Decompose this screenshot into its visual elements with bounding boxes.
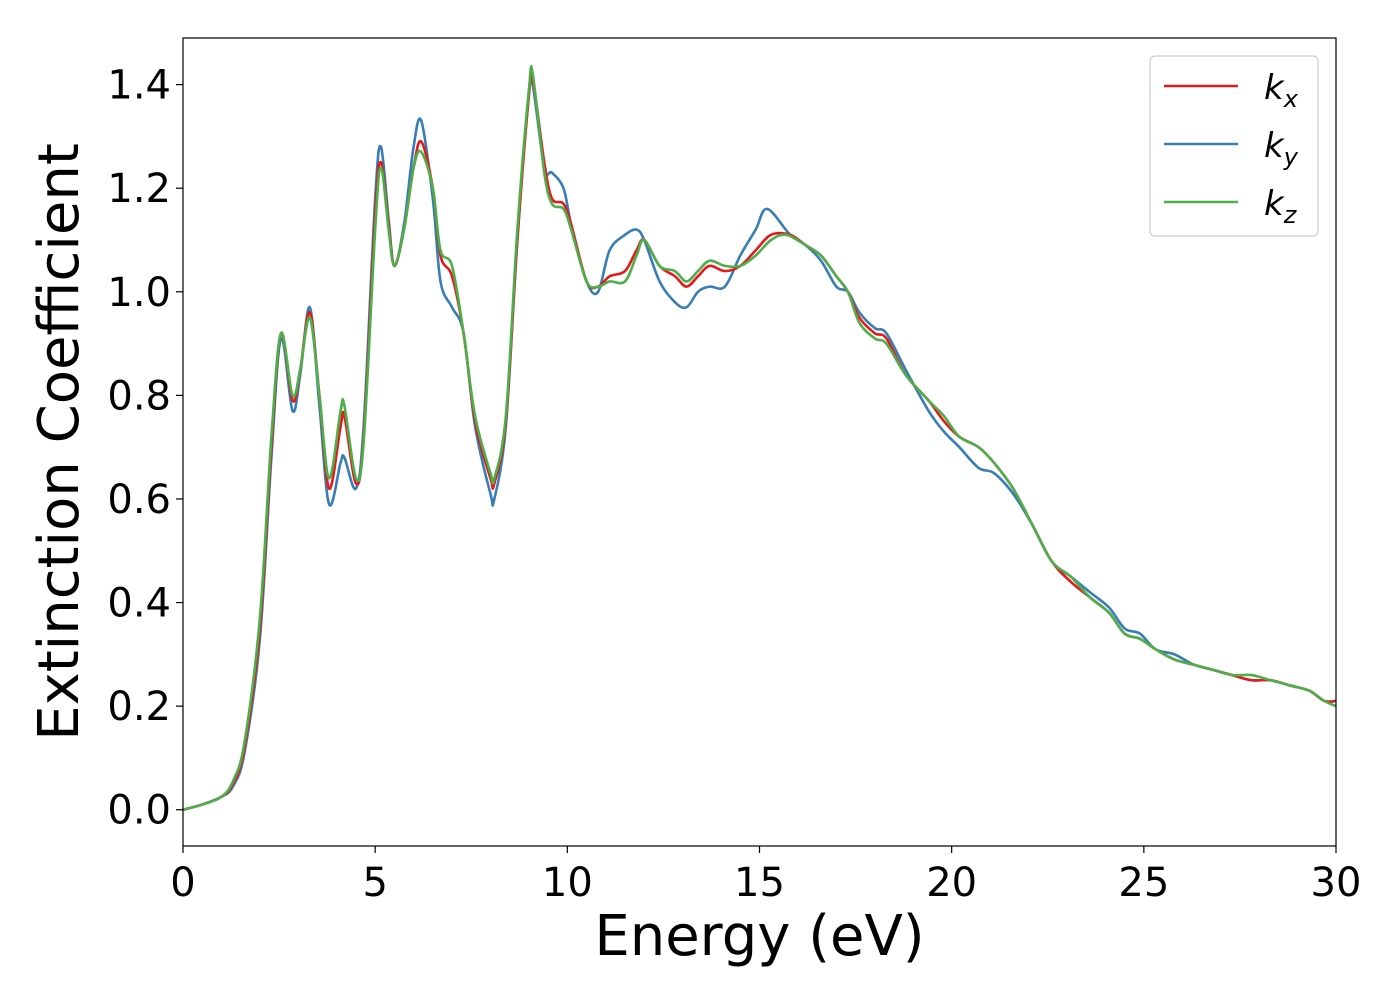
- x-tick-label: 20: [926, 860, 977, 906]
- legend-label-main: k: [1264, 68, 1285, 108]
- series-line-k-x: [183, 71, 1336, 811]
- y-tick-label: 0.4: [107, 581, 171, 627]
- y-tick-label: 1.4: [107, 63, 171, 109]
- series-line-k-z: [183, 64, 1336, 811]
- legend-label-subscript: z: [1283, 201, 1298, 229]
- y-axis-label: Extinction Coefficient: [27, 143, 92, 741]
- legend-box: [1149, 55, 1319, 237]
- y-tick-label: 0.8: [107, 373, 171, 419]
- legend-label-k-y: ky: [1264, 126, 1299, 171]
- legend-label-main: k: [1264, 126, 1285, 166]
- y-tick-label: 1.0: [107, 270, 171, 316]
- legend-label-subscript: y: [1283, 143, 1299, 171]
- y-tick-label: 0.2: [107, 684, 171, 730]
- x-tick-label: 25: [1118, 860, 1169, 906]
- x-tick-label: 15: [734, 860, 785, 906]
- y-tick-label: 0.0: [107, 788, 171, 834]
- x-tick-label: 0: [170, 860, 195, 906]
- x-axis-label: Energy (eV): [594, 904, 924, 969]
- series-layer: [183, 64, 1336, 811]
- x-tick-label: 30: [1311, 860, 1362, 906]
- legend-label-k-z: kz: [1264, 184, 1298, 229]
- y-tick-label: 1.2: [107, 166, 171, 212]
- x-tick-label: 10: [542, 860, 593, 906]
- legend-label-subscript: x: [1283, 85, 1299, 113]
- legend-label-k-x: kx: [1264, 68, 1299, 113]
- x-tick-label: 5: [362, 860, 387, 906]
- y-axis: 0.0 0.2 0.4 0.6 0.8 1.0 1.2 1.4: [107, 63, 183, 834]
- x-axis: 0 5 10 15 20 25 30: [170, 846, 1361, 906]
- y-tick-label: 0.6: [107, 477, 171, 523]
- legend-label-main: k: [1264, 184, 1285, 224]
